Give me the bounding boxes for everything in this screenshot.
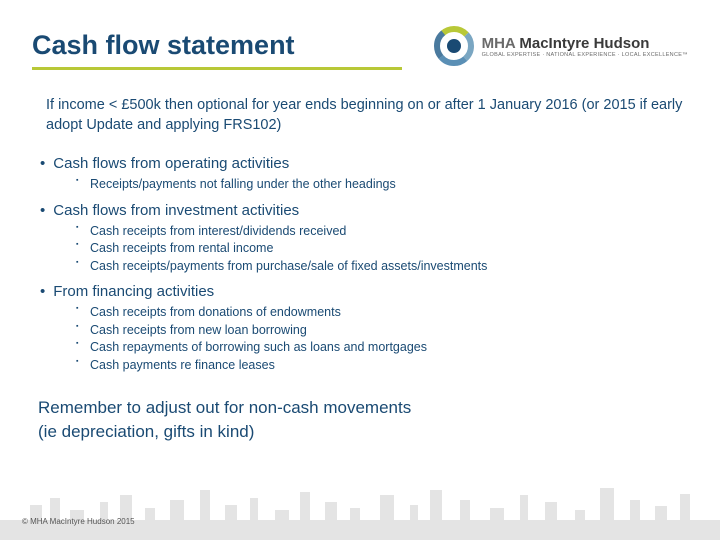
list-item: Cash receipts from donations of endowmen… (76, 304, 688, 322)
reminder-line: (ie depreciation, gifts in kind) (38, 422, 254, 441)
slide: MHA MacIntyre Hudson GLOBAL EXPERTISE · … (0, 0, 720, 540)
section-heading: From financing activities (40, 283, 688, 300)
page-title: Cash flow statement (32, 30, 402, 70)
section-heading-text: Cash flows from operating activities (53, 155, 289, 172)
skyline-decoration (0, 480, 720, 540)
reminder-line: Remember to adjust out for non-cash move… (38, 398, 411, 417)
list-item: Cash receipts/payments from purchase/sal… (76, 258, 688, 276)
list-item: Cash receipts from rental income (76, 240, 688, 258)
logo-tagline: GLOBAL EXPERTISE · NATIONAL EXPERIENCE ·… (482, 52, 688, 58)
brand-logo: MHA MacIntyre Hudson GLOBAL EXPERTISE · … (434, 26, 688, 66)
section-heading: Cash flows from investment activities (40, 202, 688, 219)
list-item: Cash repayments of borrowing such as loa… (76, 339, 688, 357)
reminder-text: Remember to adjust out for non-cash move… (38, 396, 688, 444)
logo-text: MHA MacIntyre Hudson GLOBAL EXPERTISE · … (482, 35, 688, 58)
list-item: Cash payments re finance leases (76, 357, 688, 375)
list-item: Cash receipts from interest/dividends re… (76, 223, 688, 241)
copyright-footer: © MHA MacIntyre Hudson 2015 (22, 517, 135, 526)
list-item: Receipts/payments not falling under the … (76, 176, 688, 194)
section-heading-text: Cash flows from investment activities (53, 202, 299, 219)
logo-brand: MHA MacIntyre Hudson (482, 35, 688, 52)
intro-text: If income < £500k then optional for year… (46, 96, 688, 135)
list-item: Cash receipts from new loan borrowing (76, 322, 688, 340)
section-heading: Cash flows from operating activities (40, 155, 688, 172)
section-heading-text: From financing activities (53, 283, 214, 300)
logo-mark (434, 26, 474, 66)
